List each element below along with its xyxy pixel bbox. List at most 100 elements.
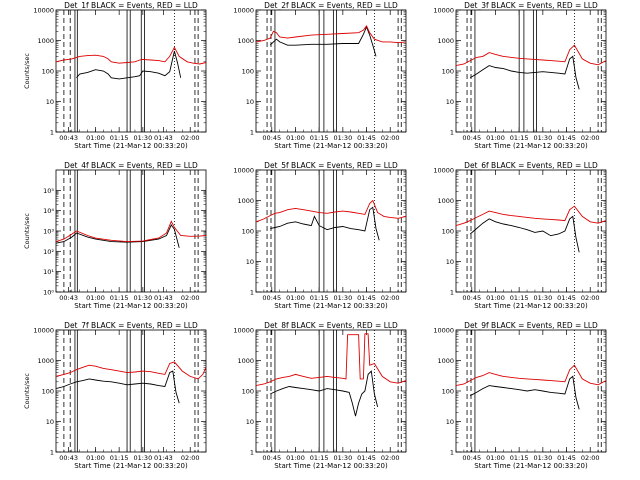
x-tick-label: 01:00 (86, 134, 105, 142)
y-axis-label: Counts/sec (23, 373, 31, 409)
y-tick-label: 100 (42, 68, 54, 76)
chart-title: Det_5f BLACK = Events, RED = LLD (264, 161, 398, 170)
lld-series-line (56, 361, 206, 380)
chart-title: Det_8f BLACK = Events, RED = LLD (264, 321, 398, 330)
x-axis-label: Start Time (21-Mar-12 00:33:20) (274, 462, 388, 470)
x-tick-label: 01:00 (486, 454, 505, 462)
plot-frame (255, 9, 407, 133)
y-tick-label: 100 (242, 228, 254, 236)
plot-frame (55, 169, 207, 293)
y-tick-label: 1000 (237, 357, 254, 365)
x-axis-label: Start Time (21-Mar-12 00:33:20) (474, 302, 588, 310)
x-tick-label: 01:45 (557, 454, 576, 462)
y-tick-label: 10 (246, 98, 254, 106)
y-tick-label: 1000 (437, 37, 454, 45)
y-tick-label: 10000 (433, 7, 454, 15)
x-tick-label: 00:45 (462, 134, 481, 142)
x-tick-label: 02:00 (581, 134, 600, 142)
x-tick-label: 00:45 (262, 294, 281, 302)
y-tick-label: 10000 (433, 327, 454, 335)
x-tick-label: 01:45 (357, 294, 376, 302)
chart-panel-4: Det_4f BLACK = Events, RED = LLD 10⁰ 10¹ 10… (23, 161, 207, 310)
y-tick-label: 10000 (233, 327, 254, 335)
y-tick-label: 1000 (437, 197, 454, 205)
x-tick-label: 01:00 (86, 294, 105, 302)
chart-title: Det_3f BLACK = Events, RED = LLD (464, 1, 598, 10)
y-tick-label: 1 (450, 129, 454, 137)
y-tick-label: 1000 (237, 197, 254, 205)
x-tick-label: 01:30 (133, 134, 152, 142)
x-axis-label: Start Time (21-Mar-12 00:33:20) (74, 462, 188, 470)
chart-title: Det_7f BLACK = Events, RED = LLD (64, 321, 198, 330)
y-tick-label: 10² (43, 248, 54, 256)
y-tick-label: 1 (250, 449, 254, 457)
chart-panel-1: Det_1f BLACK = Events, RED = LLD 1 10 100 10… (23, 1, 207, 150)
x-axis-label: Start Time (21-Mar-12 00:33:20) (74, 302, 188, 310)
x-tick-label: 01:00 (286, 294, 305, 302)
x-tick-label: 01:30 (333, 454, 352, 462)
y-tick-label: 1 (50, 129, 54, 137)
chart-panel-3: Det_3f BLACK = Events, RED = LLD 1 10 100 10… (433, 1, 607, 150)
x-tick-label: 01:30 (533, 294, 552, 302)
plot-frame (55, 329, 207, 453)
y-tick-label: 10000 (33, 7, 54, 15)
x-axis-label: Start Time (21-Mar-12 00:33:20) (74, 142, 188, 150)
x-tick-label: 00:43 (59, 454, 78, 462)
x-tick-label: 01:15 (110, 454, 129, 462)
x-tick-label: 01:43 (154, 134, 173, 142)
x-tick-label: 01:30 (333, 134, 352, 142)
y-tick-label: 100 (242, 68, 254, 76)
y-tick-label: 10 (46, 98, 54, 106)
lld-series-line (456, 205, 606, 227)
x-tick-label: 01:00 (486, 134, 505, 142)
events-series-line (269, 25, 377, 57)
chart-panel-9: Det_9f BLACK = Events, RED = LLD 1 10 100 10… (433, 321, 607, 470)
lld-series-line (56, 46, 206, 65)
y-tick-label: 100 (42, 388, 54, 396)
x-tick-label: 01:45 (357, 454, 376, 462)
plot-frame (255, 329, 407, 453)
x-tick-label: 02:00 (581, 454, 600, 462)
x-axis-label: Start Time (21-Mar-12 00:33:20) (274, 142, 388, 150)
x-tick-label: 00:45 (462, 454, 481, 462)
events-series-line (56, 370, 180, 404)
plot-frame (455, 9, 607, 133)
y-tick-label: 10000 (433, 167, 454, 175)
x-axis-label: Start Time (21-Mar-12 00:33:20) (474, 462, 588, 470)
x-tick-label: 02:00 (181, 454, 200, 462)
lld-series-line (256, 199, 406, 223)
x-tick-label: 02:00 (381, 294, 400, 302)
plot-frame (255, 169, 407, 293)
chart-panel-8: Det_8f BLACK = Events, RED = LLD 1 10 100 10… (233, 321, 407, 470)
x-tick-label: 02:00 (381, 454, 400, 462)
x-tick-label: 01:30 (333, 294, 352, 302)
chart-title: Det_4f BLACK = Events, RED = LLD (64, 161, 198, 170)
x-tick-label: 00:45 (262, 454, 281, 462)
x-tick-label: 00:45 (262, 134, 281, 142)
y-tick-label: 10 (446, 98, 454, 106)
lld-series-line (456, 44, 606, 67)
y-tick-label: 10 (46, 418, 54, 426)
x-tick-label: 01:15 (510, 134, 529, 142)
lld-series-line (256, 25, 406, 44)
x-tick-label: 01:15 (510, 294, 529, 302)
x-tick-label: 00:45 (462, 294, 481, 302)
x-tick-label: 01:45 (557, 294, 576, 302)
plot-frame (55, 9, 207, 133)
events-series-line (76, 50, 182, 80)
y-tick-label: 1000 (437, 357, 454, 365)
y-tick-label: 10⁴ (43, 207, 54, 215)
events-series-line (270, 206, 380, 241)
y-tick-label: 10 (246, 418, 254, 426)
events-series-line (270, 370, 379, 417)
events-series-line (469, 55, 580, 90)
x-tick-label: 01:00 (486, 294, 505, 302)
y-tick-label: 100 (442, 68, 454, 76)
y-tick-label: 100 (442, 388, 454, 396)
lld-series-line (456, 364, 606, 387)
x-tick-label: 01:00 (286, 134, 305, 142)
x-tick-label: 01:15 (110, 134, 129, 142)
y-tick-label: 1 (450, 289, 454, 297)
x-tick-label: 00:43 (59, 134, 78, 142)
x-tick-label: 01:30 (133, 454, 152, 462)
